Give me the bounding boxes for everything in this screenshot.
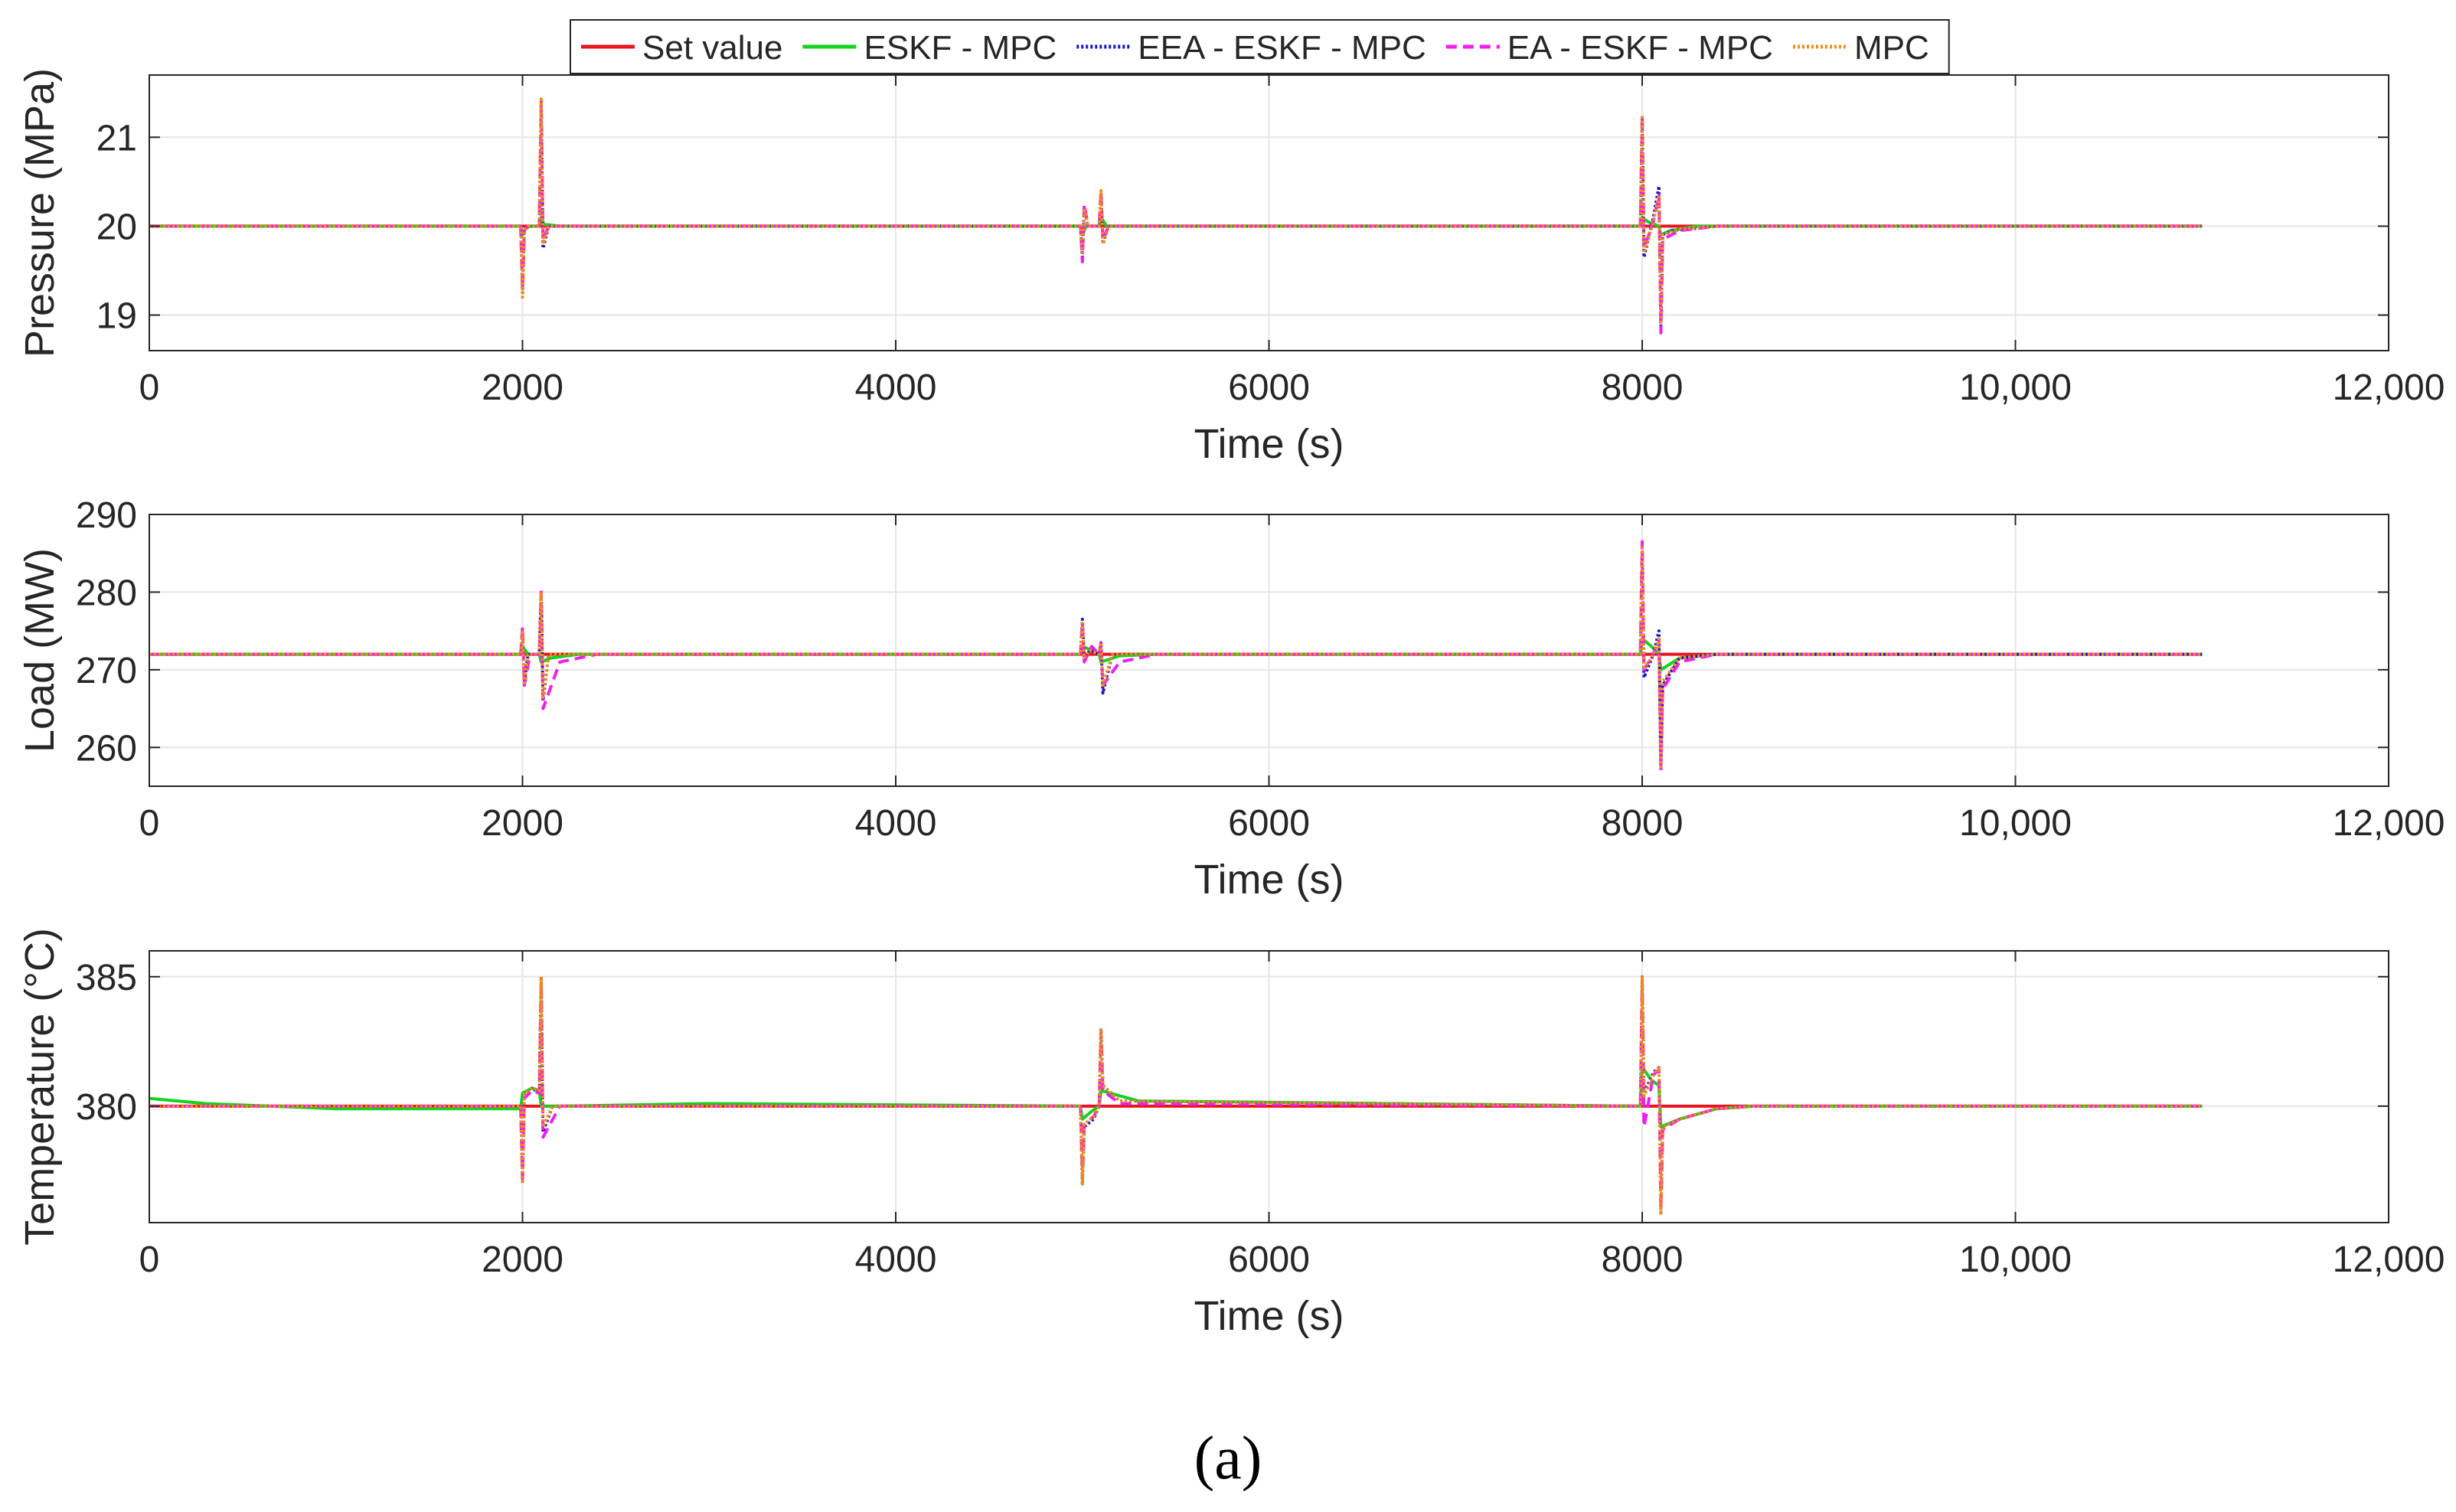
panel-1: 0 2000 4000 6000 8000 10,000 12,000 19 20 21 Time …	[17, 68, 2445, 467]
series-group	[149, 540, 2203, 772]
x-tick-label: 10,000	[1959, 803, 2072, 844]
series-group	[149, 975, 2203, 1216]
x-tick-label: 12,000	[2333, 1239, 2445, 1280]
x-tick-label: 4000	[855, 1239, 937, 1280]
x-tick-label: 2000	[482, 803, 563, 844]
x-tick-label: 0	[139, 367, 160, 408]
x-tick-label: 12,000	[2333, 367, 2445, 408]
x-axis-label: Time (s)	[1194, 1293, 1344, 1339]
y-tick-label: 20	[96, 207, 137, 247]
x-tick-label: 6000	[1228, 803, 1310, 844]
y-axis-label: Load (MW)	[17, 548, 63, 753]
series-line-mpc	[149, 96, 2203, 326]
x-tick-label: 0	[139, 1239, 160, 1280]
x-tick-label: 10,000	[1959, 367, 2072, 408]
x-tick-label: 6000	[1228, 367, 1310, 408]
y-tick-label: 380	[76, 1087, 137, 1128]
legend-label-set-value: Set value	[642, 29, 782, 67]
x-tick-label: 8000	[1602, 367, 1684, 408]
panel-3: 0 2000 4000 6000 8000 10,000 12,000 380 385 Time …	[17, 928, 2445, 1339]
series-line-mpc	[149, 975, 2203, 1216]
y-tick-label: 385	[76, 958, 137, 998]
panels: 0 2000 4000 6000 8000 10,000 12,000 19 20 21 Time …	[17, 68, 2445, 1339]
x-tick-label: 12,000	[2333, 803, 2445, 844]
x-tick-label: 4000	[855, 803, 937, 844]
x-tick-label: 6000	[1228, 1239, 1310, 1280]
panel-2: 0 2000 4000 6000 8000 10,000 12,000 260 270 280 29…	[17, 495, 2445, 903]
y-tick-label: 260	[76, 728, 137, 769]
legend-label-mpc: MPC	[1854, 29, 1929, 67]
y-axis-label: Pressure (MPa)	[17, 68, 63, 358]
y-tick-label: 21	[96, 118, 137, 158]
x-axis-label: Time (s)	[1194, 857, 1344, 903]
legend-label-eea-eskf-mpc: EEA - ESKF - MPC	[1138, 29, 1426, 67]
x-tick-label: 0	[139, 803, 160, 844]
x-tick-label: 8000	[1602, 803, 1684, 844]
x-tick-label: 4000	[855, 367, 937, 408]
series-line-mpc	[149, 544, 2203, 769]
x-tick-label: 10,000	[1959, 1239, 2072, 1280]
series-group	[149, 96, 2203, 335]
figure-caption: (a)	[1194, 1425, 1262, 1492]
x-axis-label: Time (s)	[1194, 421, 1344, 467]
y-axis-label: Temperature (°C)	[17, 928, 63, 1246]
legend-box	[570, 19, 1950, 74]
x-tick-label: 2000	[482, 1239, 563, 1280]
y-tick-label: 19	[96, 296, 137, 337]
legend-label-ea-eskf-mpc: EA - ESKF - MPC	[1507, 29, 1773, 67]
series-line-ea-eskf-mpc	[149, 100, 2203, 335]
x-tick-label: 8000	[1602, 1239, 1684, 1280]
legend: Set value ESKF - MPC EEA - ESKF - MPC EA - …	[570, 19, 1950, 74]
y-tick-label: 270	[76, 651, 137, 691]
y-tick-label: 280	[76, 573, 137, 613]
x-tick-label: 2000	[482, 367, 563, 408]
y-tick-label: 290	[76, 495, 137, 536]
legend-label-eskf-mpc: ESKF - MPC	[864, 29, 1057, 67]
